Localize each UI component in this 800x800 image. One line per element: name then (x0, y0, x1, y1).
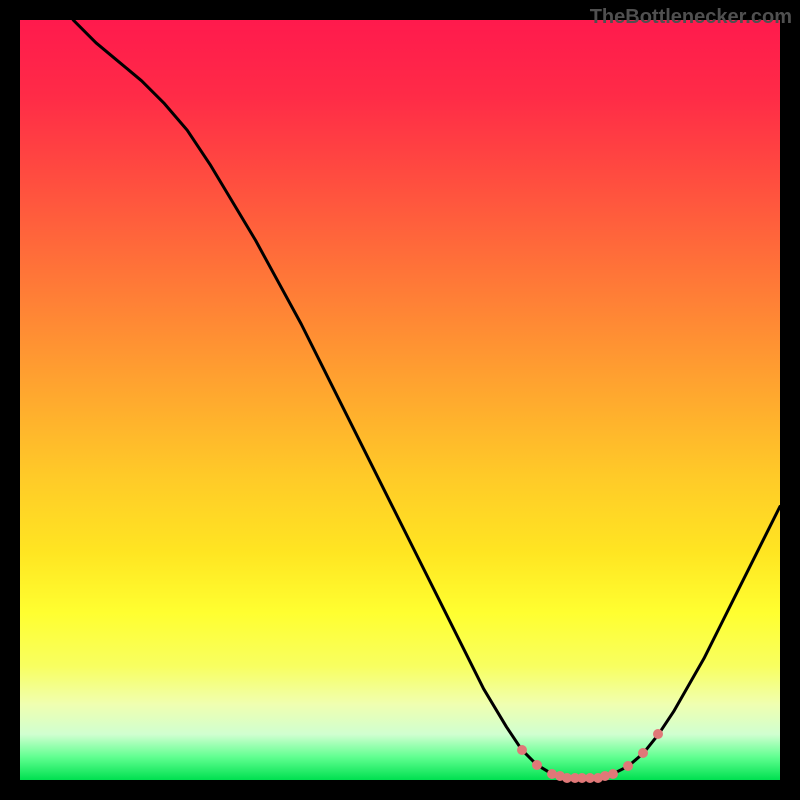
curve-marker (653, 729, 663, 739)
watermark-text: TheBottlenecker.com (590, 6, 792, 29)
chart-markers-layer (20, 20, 780, 780)
curve-marker (623, 761, 633, 771)
chart-plot-area (20, 20, 780, 780)
curve-marker (517, 745, 527, 755)
curve-marker (532, 760, 542, 770)
curve-marker (638, 748, 648, 758)
curve-marker (608, 769, 618, 779)
